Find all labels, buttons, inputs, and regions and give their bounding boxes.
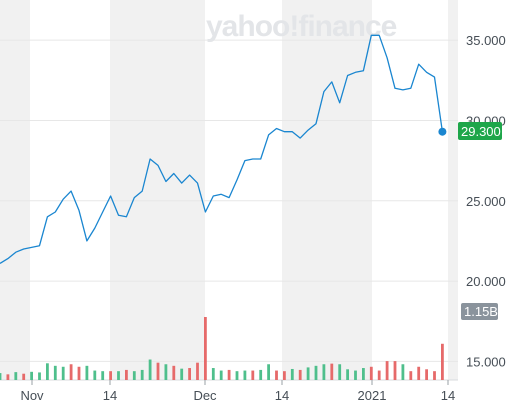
y-tick-label: 25.000	[466, 194, 506, 209]
gridlines	[0, 39, 458, 381]
volume-bar	[409, 371, 413, 380]
volume-bar	[125, 369, 128, 380]
volume-bar	[235, 371, 239, 380]
volume-bar	[6, 374, 10, 380]
volume-bar	[330, 363, 334, 380]
volume-bar	[0, 373, 2, 380]
volume-bar	[211, 368, 215, 380]
volume-bar	[290, 368, 294, 380]
volume-bar	[377, 370, 381, 380]
yahoo-finance-watermark: yahoo!finance	[206, 10, 397, 43]
volume-bar	[109, 371, 112, 380]
y-tick-label: 35.000	[466, 33, 506, 48]
volume-badge: 1.15B	[461, 303, 498, 320]
volume-bar	[219, 370, 223, 380]
volume-bar	[14, 372, 18, 380]
volume-bar	[267, 364, 270, 380]
volume-bar	[53, 365, 57, 380]
volume-bar	[180, 368, 184, 380]
shade-band	[282, 0, 372, 380]
volume-bar	[306, 367, 310, 380]
volume-bar	[117, 371, 120, 380]
price-line	[0, 34, 444, 264]
weekend-bands	[0, 0, 458, 380]
volume-bar	[385, 361, 389, 380]
last-price-badge[interactable]: 29.300	[458, 122, 502, 140]
volume-bar	[251, 370, 255, 380]
volume-bar	[101, 371, 105, 380]
last-price-label: 29.300	[461, 124, 501, 139]
volume-bar	[259, 369, 263, 380]
volume-bar	[369, 366, 373, 380]
x-tick-label: Dec	[193, 388, 217, 403]
volume-bar	[85, 365, 89, 380]
volume-label: 1.15B	[464, 304, 498, 319]
volume-bar	[362, 368, 365, 380]
volume-bar	[148, 359, 152, 380]
volume-bar	[401, 364, 405, 380]
y-tick-label: 20.000	[466, 274, 506, 289]
volume-bar	[196, 362, 199, 380]
volume-bar	[61, 366, 65, 380]
volume-bar	[346, 369, 349, 380]
x-tick-label: 14	[103, 388, 117, 403]
volume-bar	[417, 366, 421, 380]
x-tick-label: 14	[441, 388, 455, 403]
volume-bar	[433, 371, 436, 380]
volume-bar	[425, 369, 428, 380]
volume-bar	[275, 370, 278, 380]
volume-bar	[22, 373, 26, 380]
shade-band	[448, 0, 458, 380]
x-tick-label: 2021	[358, 388, 387, 403]
volume-bar	[314, 365, 318, 380]
volume-bar	[322, 364, 326, 380]
shade-band	[0, 0, 30, 380]
volume-bar	[283, 371, 286, 380]
volume-bar	[30, 371, 33, 380]
volume-bar	[204, 317, 207, 380]
y-tick-label: 15.000	[466, 354, 506, 369]
x-tick-label: 14	[275, 388, 289, 403]
volume-bar	[172, 365, 176, 380]
volume-bar	[338, 364, 342, 380]
volume-bar	[156, 362, 160, 380]
volume-bar	[140, 369, 144, 380]
volume-bar	[132, 371, 136, 380]
volume-bar	[243, 370, 247, 380]
last-price-dot[interactable]	[438, 127, 447, 136]
volume-bar	[441, 343, 444, 380]
x-tick-label: Nov	[20, 388, 44, 403]
volume-bar	[188, 368, 191, 380]
volume-bar	[393, 361, 397, 380]
volume-bars	[0, 317, 444, 380]
x-axis-labels: Nov 14 Dec 14 2021 14	[20, 380, 455, 403]
volume-bar	[227, 369, 231, 380]
volume-bar	[93, 370, 97, 380]
volume-bar	[354, 370, 357, 380]
volume-bar	[77, 366, 81, 380]
shade-band	[110, 0, 205, 380]
volume-bar	[298, 369, 302, 380]
volume-bar	[38, 372, 41, 380]
volume-bar	[164, 364, 168, 380]
volume-bar	[69, 364, 73, 380]
volume-bar	[46, 363, 49, 380]
